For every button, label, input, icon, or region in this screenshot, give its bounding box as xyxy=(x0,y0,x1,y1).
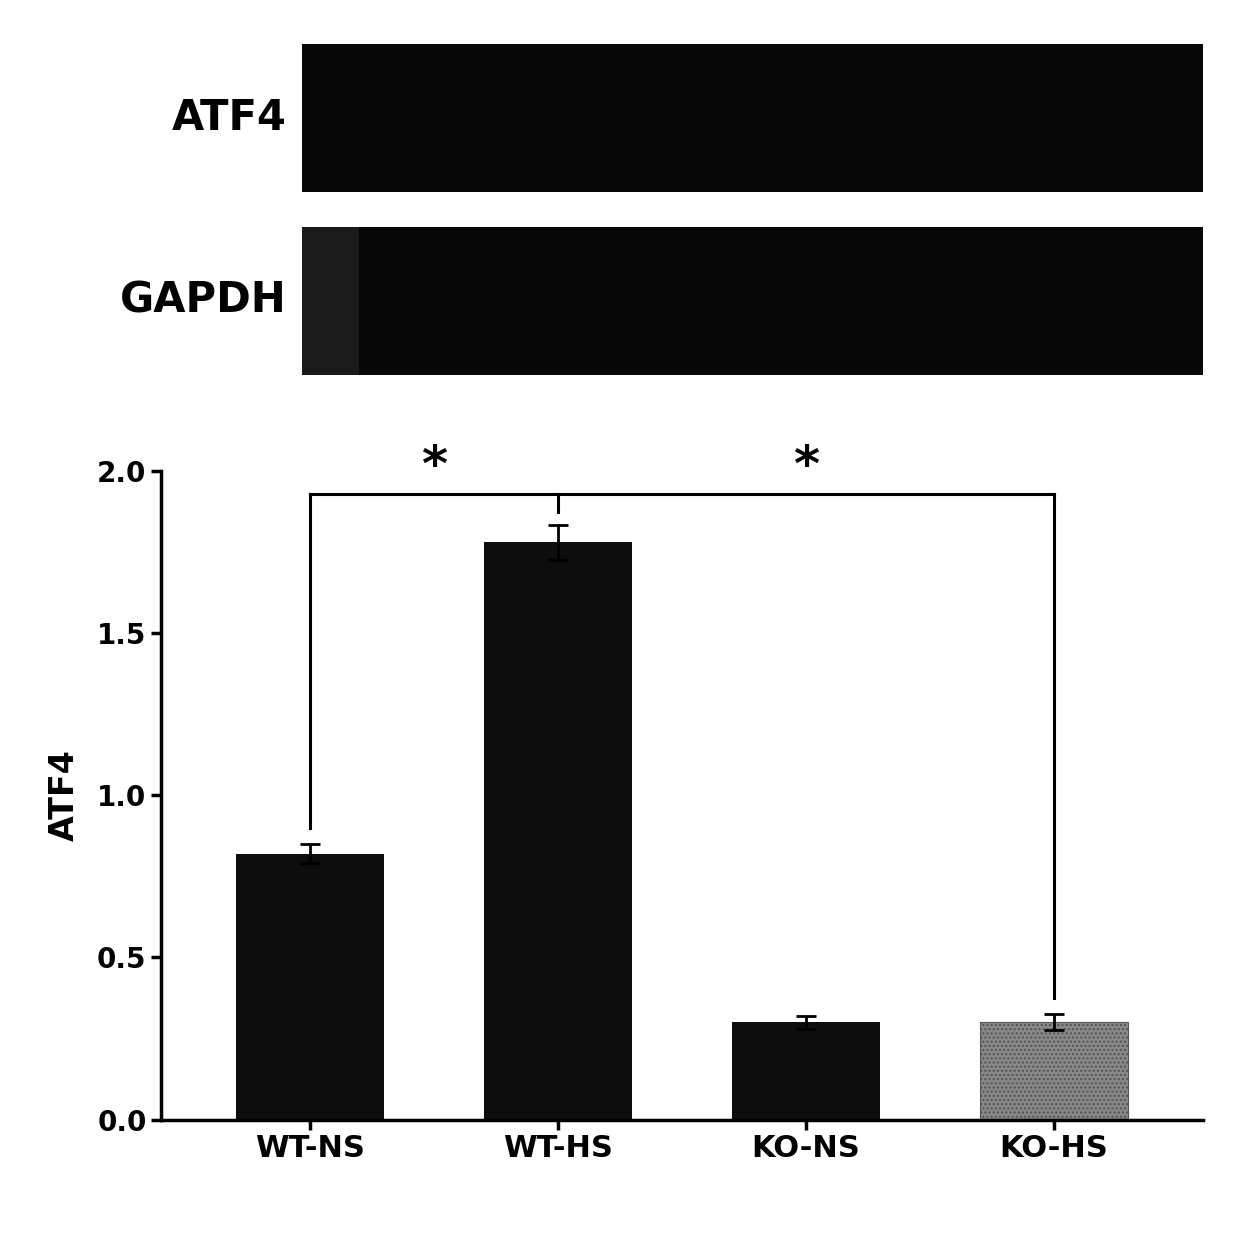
Bar xyxy=(236,853,384,1120)
Text: *: * xyxy=(420,443,448,490)
Bar xyxy=(301,226,1203,374)
Bar xyxy=(301,45,1203,193)
Text: GAPDH: GAPDH xyxy=(119,280,286,322)
Bar xyxy=(484,542,632,1120)
Text: *: * xyxy=(792,443,820,490)
Text: ATF4: ATF4 xyxy=(171,97,286,139)
Bar xyxy=(301,226,360,374)
Bar xyxy=(980,1023,1128,1120)
Bar xyxy=(732,1023,880,1120)
Y-axis label: ATF4: ATF4 xyxy=(47,749,81,841)
